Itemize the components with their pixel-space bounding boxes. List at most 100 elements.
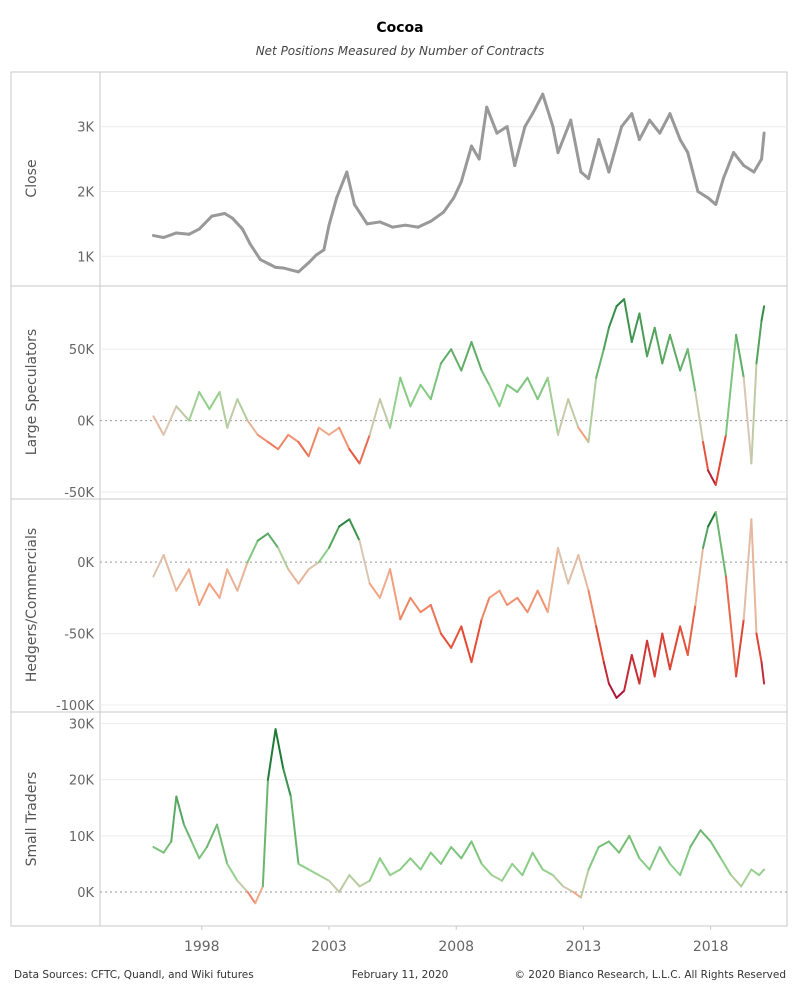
- small-traders-series-segment: [607, 840, 621, 854]
- hedgers-commercials-series-segment: [516, 596, 529, 614]
- small-traders-series-segment: [261, 778, 269, 888]
- large-speculators-series-segment: [750, 362, 758, 465]
- close-series-segment: [505, 125, 517, 168]
- hedgers-commercials-series-segment: [175, 568, 191, 592]
- close-series-segment: [686, 151, 700, 193]
- x-tick-label: 2013: [566, 939, 602, 955]
- close-series-segment: [495, 125, 509, 135]
- large-speculators-series-segment: [661, 333, 671, 365]
- close-series-segment: [523, 112, 535, 129]
- close-series-segment: [240, 227, 252, 246]
- close-series-segment: [742, 164, 756, 174]
- hedgers-commercials-series-segment: [694, 546, 705, 606]
- large-speculators-tick-label: -50K: [64, 486, 94, 501]
- close-series-segment: [630, 112, 641, 142]
- chart-title: Cocoa: [376, 20, 424, 36]
- small-traders-series-segment: [389, 868, 402, 877]
- small-traders-series-segment: [709, 840, 722, 860]
- large-speculators-series-segment: [546, 376, 559, 436]
- hedgers-commercials-series-segment: [661, 632, 671, 671]
- close-series-segment: [485, 105, 499, 135]
- footer-date: February 11, 2020: [351, 969, 449, 981]
- close-series-segment: [210, 212, 227, 218]
- small-traders-series-segment: [246, 890, 257, 905]
- close-series-segment: [706, 196, 718, 206]
- x-tick-label: 2003: [311, 939, 347, 955]
- small-traders-series-segment: [531, 851, 544, 871]
- close-axis-title: Close: [24, 159, 40, 197]
- large-speculators-series-segment: [498, 383, 509, 408]
- small-traders-series-segment: [205, 823, 219, 849]
- small-traders-series-segment: [429, 851, 442, 865]
- small-traders-series-segment: [638, 857, 651, 871]
- hedgers-commercials-tick-label: -100K: [56, 699, 95, 714]
- large-speculators-series-segment: [653, 326, 664, 365]
- large-speculators-series-segment: [714, 433, 727, 486]
- close-series-segment: [352, 202, 369, 226]
- hedgers-commercials-series-segment: [152, 554, 165, 578]
- large-speculators-series-segment: [702, 441, 710, 472]
- close-series-segment: [551, 125, 560, 155]
- hedgers-commercials-series-segment: [198, 582, 211, 606]
- small-traders-series-segment: [572, 890, 582, 899]
- large-speculators-series-segment: [152, 415, 165, 436]
- close-series-segment: [151, 234, 166, 240]
- small-traders-series-segment: [226, 862, 239, 882]
- small-traders-series-segment: [541, 868, 554, 877]
- close-series-segment: [579, 170, 591, 180]
- small-traders-series-segment: [338, 874, 351, 893]
- close-series-segment: [597, 138, 611, 174]
- hedgers-commercials-series-segment: [557, 546, 570, 585]
- hedgers-commercials-series-segment: [236, 561, 249, 592]
- small-traders-series-segment: [409, 857, 422, 871]
- small-traders-series-segment: [730, 874, 743, 888]
- large-speculators-series-segment: [623, 298, 633, 343]
- hedgers-commercials-series-segment: [623, 654, 633, 692]
- close-series-segment: [416, 219, 433, 229]
- large-speculators-series-segment: [506, 383, 519, 393]
- hedgers-commercials-series-segment: [429, 604, 442, 635]
- close-series-segment: [174, 231, 191, 236]
- large-speculators-series-segment: [198, 391, 211, 411]
- large-speculators-series-segment: [399, 376, 412, 408]
- hedgers-commercials-series-segment: [287, 568, 300, 585]
- large-speculators-series-segment: [460, 341, 473, 372]
- close-series-segment: [296, 261, 311, 274]
- small-traders-series-segment: [439, 846, 453, 865]
- hedgers-commercials-series-segment: [470, 618, 483, 664]
- small-traders-series-segment: [450, 846, 463, 860]
- footer-copyright: © 2020 Bianco Research, L.L.C. All Right…: [514, 969, 786, 981]
- hedgers-commercials-series-segment: [546, 546, 559, 614]
- close-series-segment: [721, 151, 736, 180]
- small-traders-series-segment: [198, 846, 208, 860]
- small-traders-series-segment: [282, 767, 292, 798]
- large-speculators-series-segment: [162, 405, 178, 436]
- small-traders-series-segment: [399, 857, 412, 871]
- hedgers-commercials-series-segment: [506, 596, 519, 606]
- small-traders-series-segment: [719, 857, 733, 877]
- small-traders-series-segment: [317, 874, 330, 882]
- small-traders-series-segment: [419, 851, 432, 871]
- hedgers-commercials-series-segment: [679, 625, 689, 656]
- large-speculators-axis-title: Large Speculators: [24, 329, 40, 455]
- small-traders-series-segment: [758, 868, 766, 877]
- close-series-segment: [620, 112, 634, 129]
- small-traders-series-segment: [162, 840, 173, 854]
- close-series-segment: [760, 131, 766, 161]
- large-speculators-series-segment: [297, 441, 310, 458]
- small-traders-series-segment: [254, 885, 264, 905]
- hedgers-commercials-series-segment: [702, 525, 710, 549]
- small-traders-series-segment: [648, 846, 661, 871]
- large-speculators-series-segment: [615, 298, 626, 308]
- close-series-segment: [696, 189, 710, 200]
- hedgers-commercials-series-segment: [707, 511, 717, 528]
- large-speculators-series-segment: [516, 376, 529, 393]
- hedgers-commercials-series-segment: [724, 575, 738, 678]
- hedgers-commercials-tick-label: -50K: [64, 628, 94, 643]
- footer-sources: Data Sources: CFTC, Quandl, and Wiki fut…: [14, 969, 254, 981]
- large-speculators-series-segment: [587, 376, 598, 443]
- close-series-segment: [365, 220, 382, 226]
- large-speculators-series-segment: [755, 319, 763, 365]
- hedgers-commercials-series-segment: [742, 518, 753, 621]
- close-series-segment: [452, 180, 463, 200]
